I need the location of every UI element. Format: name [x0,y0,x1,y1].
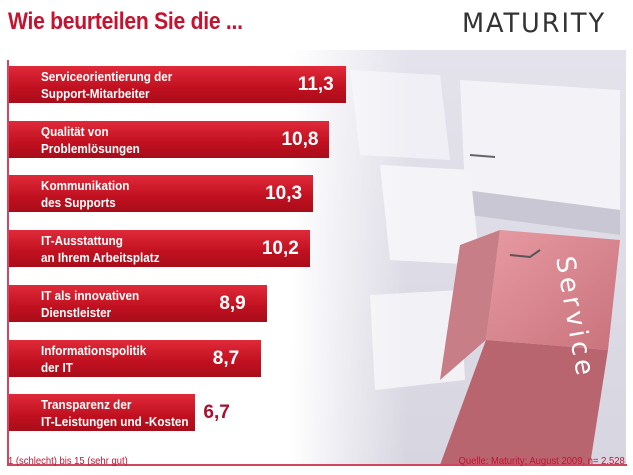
bar-category-line: Transparenz der [41,397,132,413]
bar-category-label: Qualität von Problemlösungen [41,123,140,157]
bar-value-label: 10,2 [261,238,299,260]
bar: Kommunikation des Supports [9,175,314,213]
bar-value-label: 11,3 [297,74,334,95]
bar-category-label: Serviceorientierung der Support-Mitarbeit… [41,68,172,102]
bar-value-label: 6,7 [203,402,230,424]
bar-category-line: der IT [41,359,73,375]
bar-category-line: des Supports [41,195,116,211]
bar-category-label: IT als innovativen Dienstleister [41,287,139,321]
scale-note: 1 (schlecht) bis 15 (sehr gut) [8,455,128,467]
source-note: Quelle: Maturity; August 2009, n= 2.528 [458,455,625,467]
bar-category-label: Informationspolitik der IT [41,342,146,376]
bar-category-line: IT als innovativen [41,287,140,303]
bar-category-line: Support-Mitarbeiter [41,86,150,101]
bar-category-line: Informationspolitik [41,342,147,358]
bar-category-line: Kommunikation [41,178,130,194]
bar-category-line: IT-Leistungen und -Kosten [41,414,189,430]
bar: Serviceorientierung der Support-Mitarbeit… [9,66,346,103]
bar-category-line: an Ihrem Arbeitsplatz [41,250,160,266]
bar-category-line: IT-Ausstattung [41,233,123,249]
bar: IT als innovativen Dienstleister [9,284,268,322]
bar: Informationspolitik der IT [9,339,261,377]
frame-bottom-line [7,464,627,466]
bar-category-line: Problemlösungen [41,140,140,156]
bar: Transparenz der IT-Leistungen und -Kosten [9,394,196,432]
bar: Qualität von Problemlösungen [9,120,330,158]
bar-category-label: Transparenz der IT-Leistungen und -Kosten [41,396,189,430]
bar-value-label: 10,8 [281,128,319,150]
bar-category-line: Dienstleister [41,304,112,320]
bar-category-line: Qualität von [41,123,109,139]
bar-category-label: IT-Ausstattung an Ihrem Arbeitsplatz [41,232,160,266]
chart-title: Wie beurteilen Sie die ... [8,8,243,35]
bar-category-line: Serviceorientierung der [41,69,173,84]
maturity-logo: MATURITY [462,8,607,39]
bar-value-label: 8,7 [212,347,240,369]
keyboard-photo: Service [290,50,626,465]
frame-left-line [7,60,9,466]
bar-value-label: 8,9 [219,292,246,314]
bar-category-label: Kommunikation des Supports [41,177,129,211]
bar-value-label: 10,3 [265,183,303,205]
bar: IT-Ausstattung an Ihrem Arbeitsplatz [9,230,310,268]
